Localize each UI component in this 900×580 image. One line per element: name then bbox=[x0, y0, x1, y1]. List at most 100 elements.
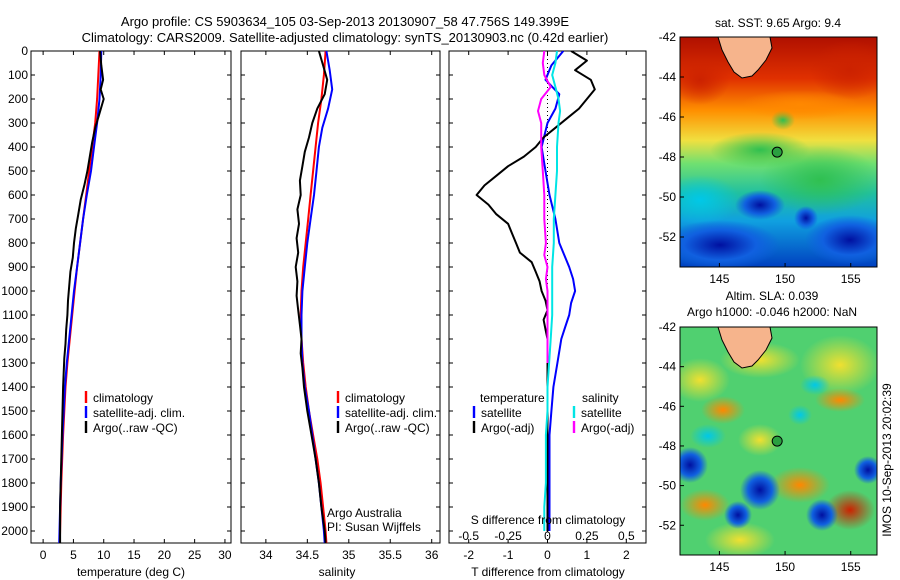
depth-tick-label: 2000 bbox=[1, 524, 28, 538]
series-line-salinity-satellite bbox=[543, 51, 562, 531]
lat-tick-label: -42 bbox=[659, 320, 677, 334]
x-tick-label: 34 bbox=[259, 548, 273, 562]
series-line-argo-raw-qc- bbox=[294, 51, 329, 543]
credit-line-1: Argo Australia bbox=[327, 506, 402, 520]
legend-label-argo: Argo(..raw -QC) bbox=[345, 421, 430, 435]
temperature-x-axis: 0 5 10 15 20 25 30 bbox=[40, 51, 232, 562]
tasmania-landmass-sla bbox=[717, 327, 773, 369]
timestamp: IMOS 10-Sep-2013 20:02:39 bbox=[880, 383, 894, 537]
sla-map: Altim. SLA: 0.039 Argo h1000: -0.046 h20… bbox=[659, 289, 878, 574]
depth-tick-label: 400 bbox=[8, 140, 28, 154]
header-line-2: Climatology: CARS2009. Satellite-adjuste… bbox=[82, 30, 609, 45]
salinity-x-axis: 34 34.5 35 35.5 36 bbox=[259, 51, 439, 562]
depth-tick-label: 1300 bbox=[1, 356, 28, 370]
legend-label-climatology: climatology bbox=[93, 391, 153, 405]
t-difference-x-axis: -2 -1 0 1 2 bbox=[463, 51, 630, 562]
x-tick-label: 20 bbox=[158, 548, 172, 562]
depth-tick-label: 1900 bbox=[1, 500, 28, 514]
legend-label-argo: Argo(..raw -QC) bbox=[93, 421, 178, 435]
depth-tick-label: 100 bbox=[8, 68, 28, 82]
difference-panel: -2 -1 0 1 2 -0.5 -0.25 0 0.25 0.5 T difference f… bbox=[448, 50, 647, 579]
legend-label-satellite: satellite-adj. clim. bbox=[93, 406, 185, 420]
argo-position-marker-sst bbox=[771, 146, 783, 158]
depth-tick-label: 1100 bbox=[2, 308, 28, 322]
difference-series-group bbox=[475, 51, 596, 531]
lat-tick-label: -42 bbox=[659, 30, 677, 44]
lat-tick-label: -48 bbox=[659, 439, 677, 453]
temperature-xlabel: temperature (deg C) bbox=[77, 565, 185, 579]
x-tick-label: 2 bbox=[623, 548, 630, 562]
s-diff-tick-label: 0.5 bbox=[618, 529, 635, 543]
sst-map-title: sat. SST: 9.65 Argo: 9.4 bbox=[715, 16, 841, 30]
sst-map: sat. SST: 9.65 Argo: 9.4 -42 -44 -46 -48 -50… bbox=[659, 16, 878, 286]
depth-tick-label: 1800 bbox=[1, 476, 28, 490]
lon-tick-label: 145 bbox=[709, 272, 729, 286]
depth-tick-label: 1200 bbox=[1, 332, 28, 346]
header-line-1: Argo profile: CS 5903634_105 03-Sep-2013… bbox=[121, 14, 569, 29]
salinity-axes-frame bbox=[240, 50, 441, 544]
depth-tick-label: 1500 bbox=[1, 404, 28, 418]
t-difference-xlabel: T difference from climatology bbox=[471, 565, 625, 579]
depth-tick-label: 700 bbox=[8, 212, 28, 226]
temperature-series-group bbox=[58, 51, 105, 543]
depth-tick-label: 300 bbox=[8, 116, 28, 130]
x-tick-label: 35 bbox=[342, 548, 356, 562]
depth-tick-label: 500 bbox=[8, 164, 28, 178]
x-tick-label: 36 bbox=[425, 548, 439, 562]
lat-tick-label: -52 bbox=[659, 518, 677, 532]
lat-tick-label: -52 bbox=[659, 230, 677, 244]
sst-field bbox=[680, 37, 877, 267]
s-diff-tick-label: -0.25 bbox=[494, 529, 522, 543]
lat-tick-label: -44 bbox=[659, 360, 677, 374]
salinity-xlabel: salinity bbox=[319, 565, 356, 579]
lon-tick-label: 150 bbox=[775, 560, 795, 574]
lat-tick-label: -50 bbox=[659, 479, 677, 493]
depth-tick-label: 1000 bbox=[1, 284, 28, 298]
series-line-argo-raw-qc- bbox=[59, 51, 105, 543]
credit-line-2: PI: Susan Wijffels bbox=[327, 520, 421, 534]
series-line-temperature-satellite bbox=[540, 51, 577, 531]
depth-tick-label: 1700 bbox=[1, 452, 28, 466]
legend-label-s-satellite: satellite bbox=[581, 406, 622, 420]
salinity-series-group bbox=[294, 51, 334, 543]
lat-tick-label: -46 bbox=[659, 399, 677, 413]
x-tick-label: 35.5 bbox=[379, 548, 403, 562]
series-line-salinity-argo-adj- bbox=[537, 51, 552, 363]
argo-position-marker-sla bbox=[771, 435, 783, 447]
salinity-depth-ticks bbox=[241, 50, 440, 532]
sla-lon-axis: 145 150 155 bbox=[709, 551, 861, 574]
salinity-panel: 34 34.5 35 35.5 36 salinity climatology sate… bbox=[240, 50, 441, 579]
lat-tick-label: -48 bbox=[659, 150, 677, 164]
legend-label-t-argo: Argo(-adj) bbox=[481, 421, 534, 435]
sst-lon-axis: 145 150 155 bbox=[709, 263, 861, 286]
difference-depth-ticks bbox=[449, 50, 646, 532]
s-diff-tick-label: 0.25 bbox=[575, 529, 599, 543]
lon-tick-label: 145 bbox=[709, 560, 729, 574]
x-tick-label: -2 bbox=[463, 548, 474, 562]
depth-tick-label: 800 bbox=[8, 236, 28, 250]
legend-label-satellite: satellite-adj. clim. bbox=[345, 406, 437, 420]
sst-lat-axis: -42 -44 -46 -48 -50 -52 bbox=[659, 30, 684, 244]
lon-tick-label: 155 bbox=[841, 560, 861, 574]
x-tick-label: 1 bbox=[584, 548, 591, 562]
sla-lat-axis: -42 -44 -46 -48 -50 -52 bbox=[659, 320, 684, 532]
legend-heading-temperature: temperature bbox=[480, 391, 545, 405]
lon-tick-label: 150 bbox=[775, 272, 795, 286]
x-tick-label: 15 bbox=[127, 548, 141, 562]
depth-tick-label: 1400 bbox=[1, 380, 28, 394]
depth-tick-label: 1600 bbox=[1, 428, 28, 442]
tasmania-landmass-sst bbox=[717, 37, 773, 79]
x-tick-label: 5 bbox=[70, 548, 77, 562]
salinity-legend: climatology satellite-adj. clim. Argo(..… bbox=[336, 391, 437, 435]
sla-map-frame bbox=[679, 326, 878, 556]
temperature-axes-frame bbox=[30, 50, 232, 544]
temperature-panel: 0100200300400500600700800900100011001200… bbox=[1, 44, 232, 579]
legend-heading-salinity: salinity bbox=[582, 391, 619, 405]
lat-tick-label: -46 bbox=[659, 110, 677, 124]
lat-tick-label: -44 bbox=[659, 70, 677, 84]
x-tick-label: 0 bbox=[544, 548, 551, 562]
depth-tick-label: 600 bbox=[8, 188, 28, 202]
s-diff-tick-label: -0.5 bbox=[458, 529, 479, 543]
depth-tick-label: 200 bbox=[8, 92, 28, 106]
